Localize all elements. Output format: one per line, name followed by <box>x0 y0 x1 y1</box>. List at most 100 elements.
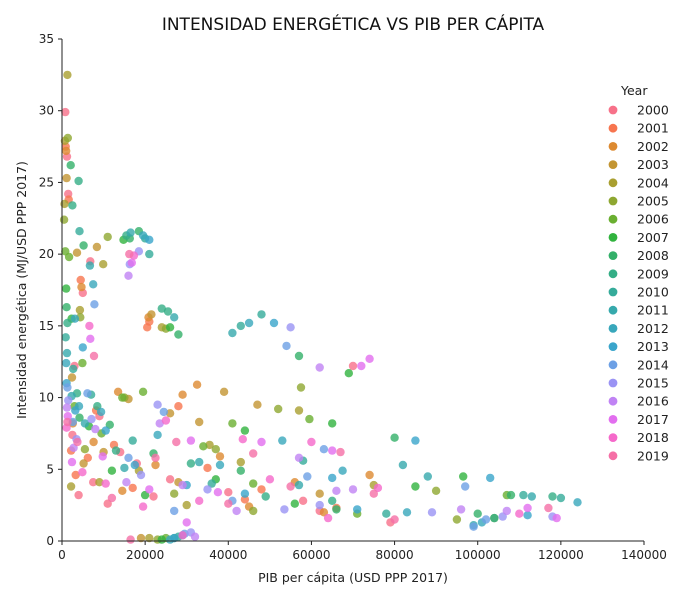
data-point <box>452 515 462 524</box>
data-point <box>120 463 129 473</box>
data-point <box>61 146 71 156</box>
data-point <box>244 318 254 328</box>
data-point <box>344 369 353 378</box>
data-point <box>315 489 324 498</box>
data-point <box>552 513 561 523</box>
data-point <box>398 460 408 470</box>
data-point <box>240 426 250 435</box>
data-point <box>79 459 88 468</box>
data-point <box>107 493 117 503</box>
data-point <box>174 330 183 339</box>
legend-label: 2008 <box>637 248 669 263</box>
data-point <box>219 387 229 396</box>
data-point <box>178 390 187 399</box>
x-tick-label: 40000 <box>209 548 247 562</box>
data-point <box>80 419 90 428</box>
legend-label: 2012 <box>637 321 669 336</box>
data-point <box>182 500 191 510</box>
data-point <box>75 227 84 236</box>
series-2005 <box>59 133 462 544</box>
y-tick-label: 15 <box>39 319 54 333</box>
data-point <box>145 485 154 494</box>
data-point <box>305 414 314 424</box>
legend-label: 2002 <box>637 139 669 154</box>
legend-label: 2003 <box>637 157 669 172</box>
data-point <box>63 417 72 427</box>
data-point <box>481 515 491 524</box>
data-point <box>118 486 127 495</box>
data-point <box>461 482 470 491</box>
data-point <box>165 409 175 418</box>
data-point <box>153 430 162 440</box>
data-point <box>130 460 139 470</box>
data-point <box>74 176 83 186</box>
data-point <box>62 348 72 358</box>
y-tick-label: 25 <box>39 175 54 189</box>
data-point <box>67 373 77 382</box>
data-point <box>138 502 148 511</box>
series-2017 <box>63 258 561 527</box>
legend-marker <box>608 233 618 242</box>
data-point <box>348 361 358 371</box>
data-point <box>186 459 196 468</box>
data-point <box>62 403 72 412</box>
data-point <box>128 436 137 445</box>
data-point <box>228 419 237 428</box>
data-point <box>62 303 71 312</box>
data-point <box>165 323 175 332</box>
data-point <box>257 437 266 447</box>
data-point <box>83 389 92 398</box>
data-point <box>91 424 100 434</box>
data-point <box>71 470 80 480</box>
data-point <box>136 533 146 543</box>
legend-marker <box>608 160 618 170</box>
legend-label: 2005 <box>637 194 669 209</box>
data-point <box>149 492 158 501</box>
y-tick-label: 35 <box>39 32 54 46</box>
data-point <box>61 333 70 342</box>
data-point <box>213 488 223 497</box>
data-point <box>101 426 110 435</box>
data-point <box>68 201 77 210</box>
data-point <box>238 435 247 444</box>
series-2008 <box>62 161 516 518</box>
data-point <box>269 318 279 328</box>
data-point <box>147 310 156 319</box>
legend-marker <box>608 433 618 442</box>
data-point <box>315 500 324 510</box>
data-point <box>323 513 333 523</box>
data-point <box>373 483 383 493</box>
data-point <box>145 235 154 244</box>
legend-marker <box>608 142 618 151</box>
data-point <box>265 475 275 484</box>
data-point <box>195 457 204 467</box>
legend-marker <box>608 269 618 279</box>
data-point <box>427 508 437 517</box>
data-point <box>107 466 117 475</box>
data-point <box>70 314 80 323</box>
data-point <box>145 533 154 543</box>
data-point <box>523 503 532 513</box>
series-2014 <box>63 300 491 538</box>
data-point <box>157 535 166 544</box>
legend-marker <box>608 196 618 206</box>
legend-marker <box>608 324 618 333</box>
data-point <box>523 511 532 520</box>
data-point <box>63 396 73 405</box>
data-point <box>228 328 237 338</box>
data-point <box>236 457 245 467</box>
data-point <box>257 485 266 494</box>
data-point <box>99 260 108 269</box>
legend-marker <box>608 396 618 406</box>
y-tick-label: 0 <box>46 534 54 548</box>
data-point <box>369 489 378 498</box>
data-point <box>151 453 160 462</box>
series-2002 <box>61 146 374 517</box>
x-tick-label: 80000 <box>375 548 413 562</box>
data-point <box>286 323 295 332</box>
data-point <box>96 407 106 417</box>
data-point <box>126 535 135 544</box>
data-point <box>365 470 374 480</box>
data-point <box>348 485 358 494</box>
data-point <box>165 475 175 484</box>
